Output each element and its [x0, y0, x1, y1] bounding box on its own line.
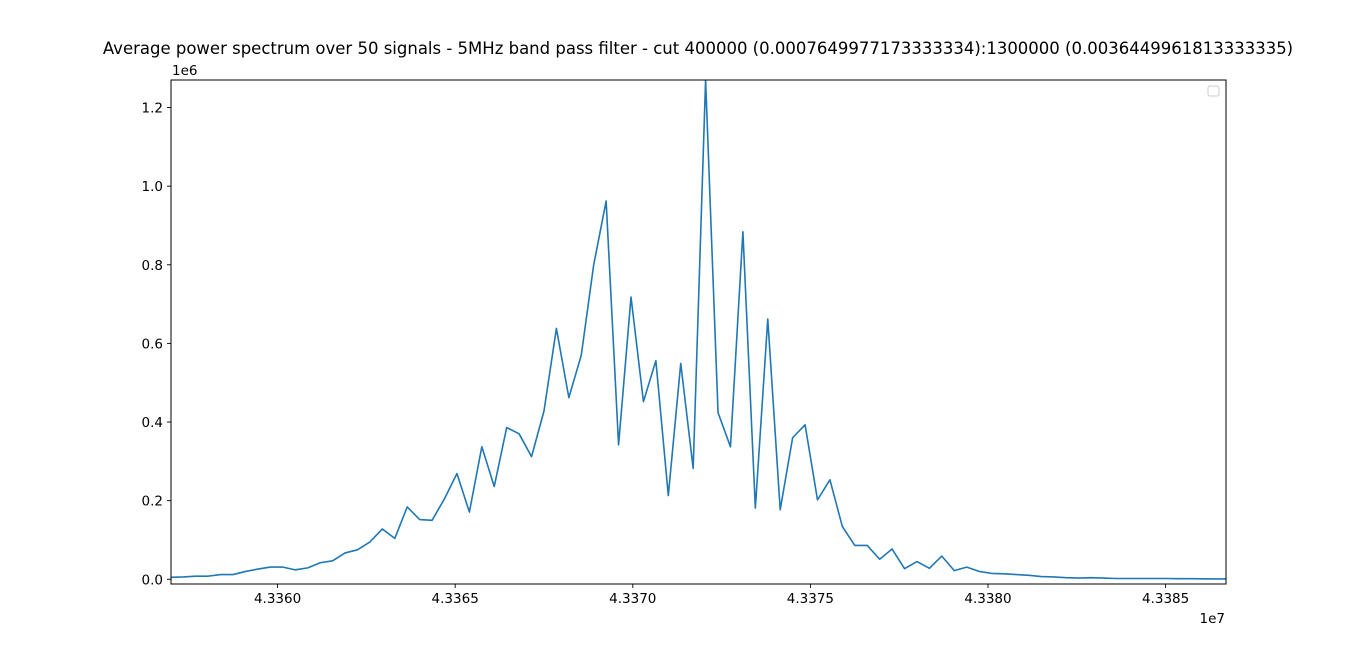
x-tick-label: 4.3385 [1142, 591, 1189, 607]
y-tick-label: 0.2 [142, 494, 163, 510]
x-tick-label: 4.3365 [432, 591, 479, 607]
y-tick-label: 0.6 [142, 336, 163, 352]
axes-frame [170, 79, 1227, 585]
x-tick-label: 4.3375 [787, 591, 834, 607]
x-tick-label: 4.3370 [609, 591, 656, 607]
y-axis-offset-label: 1e6 [172, 63, 197, 79]
x-axis-offset-label: 1e7 [1200, 611, 1225, 627]
series-line-0 [171, 80, 1226, 580]
y-tick-label: 0.8 [142, 258, 163, 274]
chart-title: Average power spectrum over 50 signals -… [103, 39, 1293, 58]
y-tick-label: 1.2 [142, 101, 163, 117]
y-tick-label: 0.0 [142, 572, 163, 588]
legend-box [1207, 85, 1220, 97]
y-tick-label: 1.0 [142, 179, 163, 195]
x-tick-label: 4.3360 [254, 591, 301, 607]
plot-area: 4.3360 4.3365 4.3370 4.3375 4.3380 4.3385 0.0 0… [142, 79, 1227, 607]
x-tick-label: 4.3380 [964, 591, 1011, 607]
y-tick-label: 0.4 [142, 415, 163, 431]
